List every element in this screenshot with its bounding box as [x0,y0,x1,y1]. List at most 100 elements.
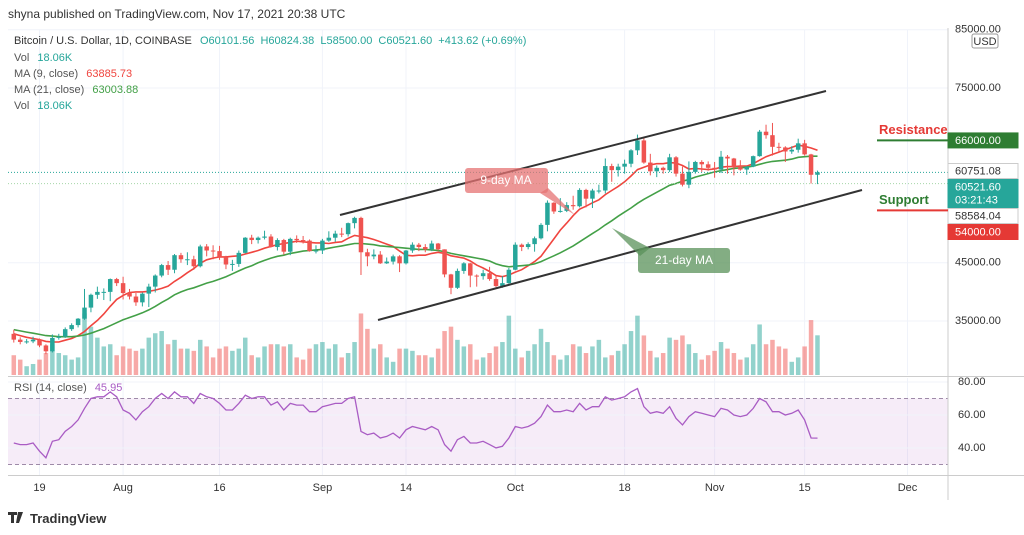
level-label: Support [879,192,929,207]
volume-bar [776,346,782,375]
candle-body [480,273,486,277]
candle-body [397,256,402,264]
candle-body [69,325,74,330]
candle-body [783,147,788,152]
volume-bar [320,342,325,375]
candle-body [686,171,692,185]
symbol: Bitcoin / U.S. Dollar, 1D, COINBASE [14,35,192,47]
candle-body [17,339,23,342]
candle-body [294,238,299,241]
candle-body [255,237,261,241]
volume-bar [718,342,724,375]
legend-rsi: RSI (14, close) 45.95 [14,381,127,395]
candle-body [455,270,460,288]
candle-body [101,291,107,293]
candle-body [243,237,248,253]
candle-body [725,156,730,159]
volume-bar [410,350,415,375]
price-tag [947,208,1019,225]
candle-body [551,202,557,212]
legend-vol: Vol 18.06K [14,99,77,113]
candle-body [127,293,132,297]
volume-bar [281,346,287,375]
candle-body [750,156,756,167]
candle-body [165,265,171,270]
volume-bar [262,346,267,375]
legend-value: 63003.88 [92,84,139,96]
volume-bar [243,337,248,375]
volume-bar [146,337,152,375]
volume-bar [648,350,653,375]
ma-line [13,144,818,343]
volume-bar [654,357,659,375]
volume-bar [378,344,383,375]
volume-bar [590,346,595,375]
candle-body [300,240,306,242]
candle-body [172,255,177,270]
volume-bar [358,313,364,375]
volume-bar [114,355,119,375]
candle-body [570,205,576,207]
candle-body [185,259,190,261]
volume-bar [558,359,563,375]
candle-body [56,336,62,338]
legend-value: 18.06K [37,100,73,112]
candle-body [660,167,666,171]
candle-body [474,275,479,277]
candle-body [11,333,17,340]
volume-bar [583,353,589,375]
candle-body [500,283,505,287]
candle-body [596,190,602,192]
volume-bar [333,344,338,375]
candle-body [62,329,68,337]
volume-bar [673,339,679,375]
volume-bar [339,357,344,375]
volume-bar [493,346,499,375]
volume-bar [275,344,280,375]
volume-bar [178,348,184,375]
candle-body [140,293,145,303]
volume-bar [345,353,351,375]
candle-body [339,233,344,235]
candle-body [448,274,454,288]
volume-bar [480,357,486,375]
volume-bar [667,337,672,375]
candle-body [43,345,49,352]
volume-bar [474,359,479,375]
candle-body [577,189,582,207]
x-tick-label: 18 [618,482,630,494]
volume-bar [423,355,428,375]
volume-bar [69,359,74,375]
candle-body [275,240,280,248]
candle-body [493,279,499,287]
volume-bar [538,328,544,375]
legend-name: MA (9, close) [14,68,79,80]
volume-bar [570,344,576,375]
brand-logo [8,512,23,523]
volume-bar [699,359,704,375]
volume-bar [365,328,370,375]
legend-name: MA (21, close) [14,84,85,96]
candle-body [268,236,274,248]
volume-bar [197,339,203,375]
volume-bar [236,348,242,375]
volume-bar [159,331,164,375]
candle-body [217,251,222,257]
volume-bar [191,350,197,375]
volume-bar [622,344,627,375]
plot [8,29,948,475]
candle-body [635,140,640,151]
legend-name: Vol [14,100,30,112]
candle-body [628,150,634,164]
candle-body [384,261,389,264]
candle-body [712,167,717,170]
change: +413.62 (+0.69%) [438,35,527,47]
volume-bar [371,348,377,375]
candle-body [365,252,370,257]
price-tag-label: 60521.60 [955,181,1001,193]
volume-bar [223,346,229,375]
volume-bar [738,359,743,375]
volume-bar [455,339,460,375]
volume-bar [140,348,145,375]
rsi-tick-label: 60.00 [958,409,986,421]
